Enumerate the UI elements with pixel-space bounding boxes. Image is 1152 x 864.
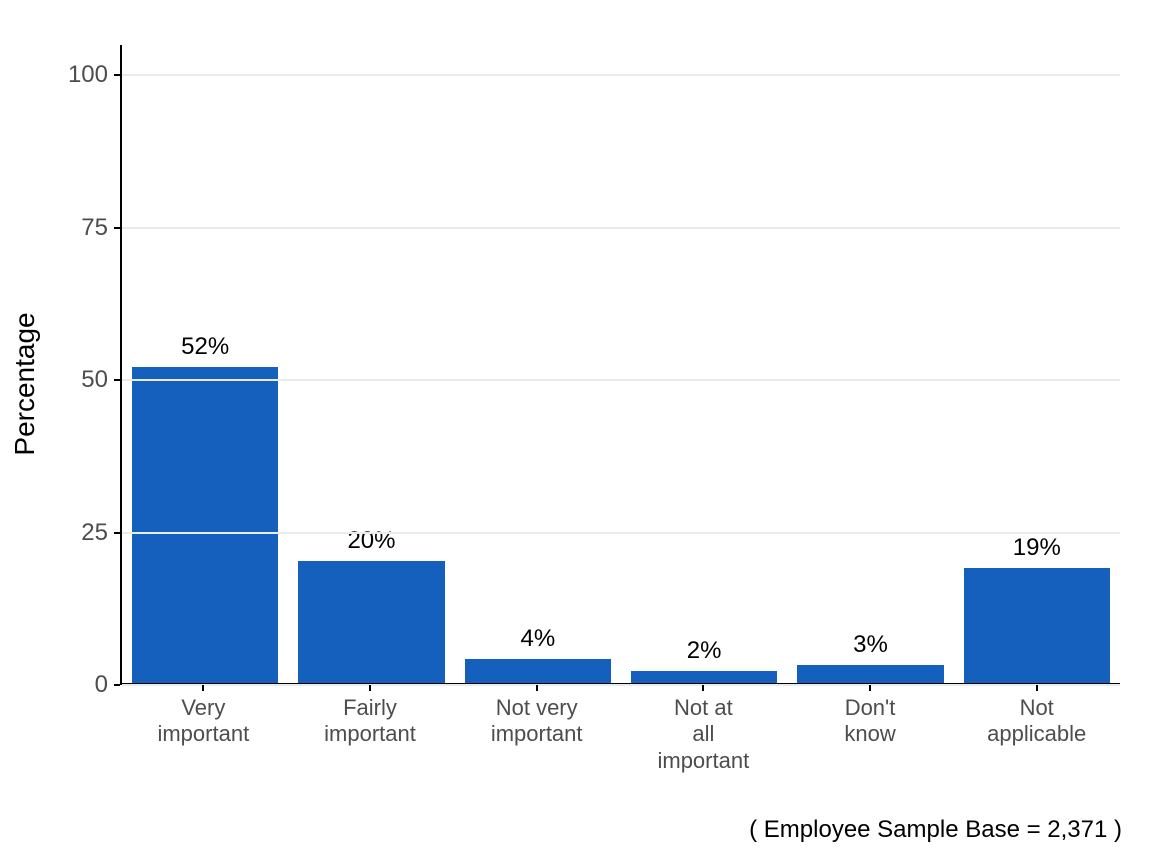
- bar: 3%: [797, 665, 943, 683]
- bar-slot: 2%: [621, 45, 787, 683]
- x-tick-label: Not veryimportant: [453, 695, 620, 774]
- bar-value-label: 2%: [687, 637, 722, 665]
- bar-slot: 4%: [455, 45, 621, 683]
- bar-slot: 3%: [787, 45, 953, 683]
- bar-slot: 52%: [122, 45, 288, 683]
- y-tick-mark: [114, 684, 120, 686]
- y-tick-label: 50: [48, 366, 108, 394]
- bar: 2%: [631, 671, 777, 683]
- bar-value-label: 19%: [1013, 534, 1061, 562]
- bar-value-label: 4%: [520, 625, 555, 653]
- x-tick-mark: [869, 685, 871, 691]
- bar: 52%: [132, 367, 278, 683]
- y-axis-label: Percentage: [9, 312, 41, 455]
- x-tick-label: Fairlyimportant: [287, 695, 454, 774]
- y-tick-label: 0: [48, 671, 108, 699]
- gridline: [122, 74, 1120, 76]
- x-tick-mark: [536, 685, 538, 691]
- x-tick-label: Veryimportant: [120, 695, 287, 774]
- y-tick-mark: [114, 379, 120, 381]
- chart-caption: ( Employee Sample Base = 2,371 ): [749, 816, 1122, 844]
- bar-slot: 20%: [288, 45, 454, 683]
- x-tick-mark: [369, 685, 371, 691]
- x-tick-mark: [1036, 685, 1038, 691]
- x-tick-mark: [202, 685, 204, 691]
- y-tick-mark: [114, 227, 120, 229]
- gridline: [122, 532, 1120, 534]
- bar-slot: 19%: [954, 45, 1120, 683]
- bar-value-label: 3%: [853, 631, 888, 659]
- y-tick-label: 75: [48, 214, 108, 242]
- gridline: [122, 379, 1120, 381]
- y-tick-label: 100: [48, 61, 108, 89]
- plot-area: 52%20%4%2%3%19%: [120, 45, 1120, 685]
- y-tick-mark: [114, 532, 120, 534]
- bar: 4%: [465, 659, 611, 683]
- gridline: [122, 227, 1120, 229]
- bar-chart: Percentage 52%20%4%2%3%19% Veryimportant…: [0, 0, 1152, 864]
- x-tick-mark: [702, 685, 704, 691]
- bar-value-label: 52%: [181, 333, 229, 361]
- bar: 20%: [298, 561, 444, 683]
- x-tick-label: Notapplicable: [953, 695, 1120, 774]
- gridline: [122, 684, 1120, 686]
- bar: 19%: [964, 568, 1110, 683]
- y-tick-mark: [114, 74, 120, 76]
- x-tick-label: Don'tknow: [787, 695, 954, 774]
- x-labels-row: VeryimportantFairlyimportantNot veryimpo…: [120, 695, 1120, 774]
- x-tick-label: Not atallimportant: [620, 695, 787, 774]
- y-tick-label: 25: [48, 519, 108, 547]
- bars-container: 52%20%4%2%3%19%: [122, 45, 1120, 683]
